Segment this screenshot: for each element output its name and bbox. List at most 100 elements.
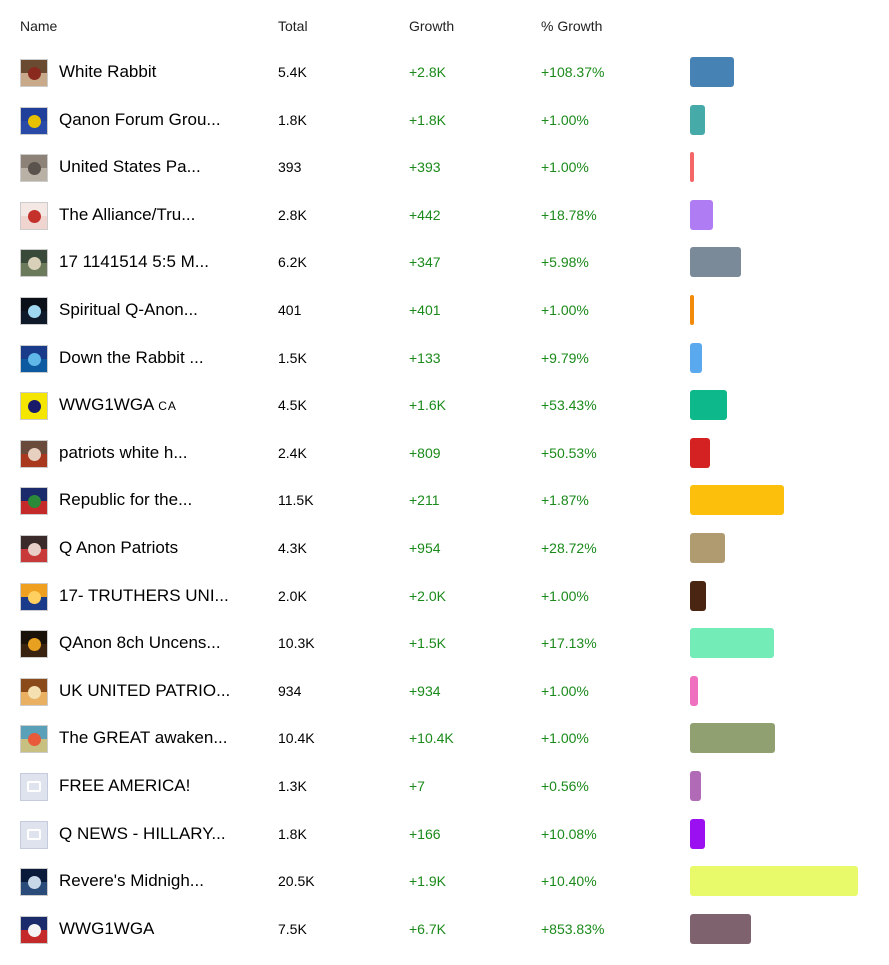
group-avatar[interactable]	[20, 868, 48, 896]
group-avatar[interactable]	[20, 916, 48, 944]
table-row[interactable]: Revere's Midnigh... 20.5K +1.9K +10.40%	[0, 866, 889, 915]
group-name-link[interactable]: FREE AMERICA!	[59, 776, 190, 796]
group-avatar[interactable]	[20, 535, 48, 563]
group-name-text: 17 1141514 5:5 M...	[59, 252, 209, 271]
table-row[interactable]: The GREAT awaken... 10.4K +10.4K +1.00%	[0, 723, 889, 772]
group-name-link[interactable]: United States Pa...	[59, 157, 201, 177]
group-avatar[interactable]	[20, 630, 48, 658]
group-avatar[interactable]	[20, 678, 48, 706]
group-name-text: Q Anon Patriots	[59, 538, 179, 557]
group-name-link[interactable]: UK UNITED PATRIO...	[59, 681, 230, 701]
group-avatar[interactable]	[20, 107, 48, 135]
group-avatar[interactable]	[20, 59, 48, 87]
group-name-link[interactable]: 17- TRUTHERS UNI...	[59, 586, 229, 606]
table-row[interactable]: Q NEWS - HILLARY... 1.8K +166 +10.08%	[0, 819, 889, 868]
group-avatar[interactable]	[20, 725, 48, 753]
table-row[interactable]: 17- TRUTHERS UNI... 2.0K +2.0K +1.00%	[0, 581, 889, 630]
group-avatar[interactable]	[20, 297, 48, 325]
group-avatar[interactable]	[20, 154, 48, 182]
total-bar	[690, 628, 774, 658]
group-name-link[interactable]: Revere's Midnigh...	[59, 871, 204, 891]
table-row[interactable]: Spiritual Q-Anon... 401 +401 +1.00%	[0, 295, 889, 344]
total-value: 2.4K	[278, 445, 307, 461]
avatar-shade	[27, 542, 41, 556]
group-name-text: The Alliance/Tru...	[59, 205, 196, 224]
total-bar	[690, 57, 734, 87]
table-row[interactable]: UK UNITED PATRIO... 934 +934 +1.00%	[0, 676, 889, 725]
group-name-link[interactable]: Down the Rabbit ...	[59, 348, 204, 368]
group-name-link[interactable]: QAnon 8ch Uncens...	[59, 633, 221, 653]
group-avatar[interactable]	[20, 345, 48, 373]
group-name-link[interactable]: The Alliance/Tru...	[59, 205, 195, 225]
total-bar	[690, 343, 702, 373]
total-value: 1.5K	[278, 350, 307, 366]
table-row[interactable]: 17 1141514 5:5 M... 6.2K +347 +5.98%	[0, 247, 889, 296]
group-name-link[interactable]: 17 1141514 5:5 M...	[59, 252, 209, 272]
total-bar	[690, 485, 784, 515]
table-row[interactable]: patriots white h... 2.4K +809 +50.53%	[0, 438, 889, 487]
avatar-shade	[21, 406, 47, 419]
group-name-link[interactable]: White Rabbit	[59, 62, 156, 82]
total-bar	[690, 105, 705, 135]
total-value: 2.8K	[278, 207, 307, 223]
avatar-shade	[21, 359, 47, 372]
column-header-total[interactable]: Total	[278, 18, 308, 34]
pct-growth-value: +5.98%	[541, 254, 589, 270]
growth-value: +954	[409, 540, 441, 556]
avatar-shade	[27, 256, 41, 270]
total-value: 1.8K	[278, 112, 307, 128]
table-row[interactable]: Q Anon Patriots 4.3K +954 +28.72%	[0, 533, 889, 582]
avatar-shade	[21, 739, 47, 752]
group-name-link[interactable]: WWG1WGA CA	[59, 395, 177, 415]
growth-value: +1.8K	[409, 112, 446, 128]
group-placeholder-avatar[interactable]	[20, 821, 48, 849]
growth-value: +442	[409, 207, 441, 223]
table-row[interactable]: United States Pa... 393 +393 +1.00%	[0, 152, 889, 201]
table-row[interactable]: Down the Rabbit ... 1.5K +133 +9.79%	[0, 343, 889, 392]
group-avatar[interactable]	[20, 583, 48, 611]
group-name-link[interactable]: WWG1WGA	[59, 919, 154, 939]
table-row[interactable]: White Rabbit 5.4K +2.8K +108.37%	[0, 57, 889, 106]
table-row[interactable]: FREE AMERICA! 1.3K +7 +0.56%	[0, 771, 889, 820]
table-row[interactable]: WWG1WGA 7.5K +6.7K +853.83%	[0, 914, 889, 963]
group-name-text: Spiritual Q-Anon...	[59, 300, 198, 319]
pct-growth-value: +108.37%	[541, 64, 605, 80]
group-name-link[interactable]: Q NEWS - HILLARY...	[59, 824, 226, 844]
growth-value: +6.7K	[409, 921, 446, 937]
group-avatar[interactable]	[20, 249, 48, 277]
avatar-shade	[21, 216, 47, 229]
group-name-link[interactable]: The GREAT awaken...	[59, 728, 228, 748]
group-avatar[interactable]	[20, 440, 48, 468]
growth-value: +2.8K	[409, 64, 446, 80]
avatar-shade	[21, 121, 47, 134]
table-row[interactable]: The Alliance/Tru... 2.8K +442 +18.78%	[0, 200, 889, 249]
total-bar	[690, 200, 713, 230]
group-placeholder-avatar[interactable]	[20, 773, 48, 801]
avatar-shade	[27, 590, 41, 604]
group-avatar[interactable]	[20, 202, 48, 230]
total-bar	[690, 723, 775, 753]
group-avatar[interactable]	[20, 487, 48, 515]
column-header-pct-growth[interactable]: % Growth	[541, 18, 603, 34]
avatar-shade	[27, 209, 41, 223]
group-avatar[interactable]	[20, 392, 48, 420]
group-name-text: patriots white h...	[59, 443, 188, 462]
group-name-link[interactable]: Spiritual Q-Anon...	[59, 300, 198, 320]
group-name-link[interactable]: patriots white h...	[59, 443, 188, 463]
group-name-link[interactable]: Qanon Forum Grou...	[59, 110, 221, 130]
group-name-link[interactable]: Republic for the...	[59, 490, 192, 510]
column-header-growth[interactable]: Growth	[409, 18, 455, 34]
table-row[interactable]: Republic for the... 11.5K +211 +1.87%	[0, 485, 889, 534]
group-name-link[interactable]: Q Anon Patriots	[59, 538, 178, 558]
group-name-text: QAnon 8ch Uncens...	[59, 633, 221, 652]
table-row[interactable]: WWG1WGA CA 4.5K +1.6K +53.43%	[0, 390, 889, 439]
group-name-text: Republic for the...	[59, 490, 193, 509]
total-value: 934	[278, 683, 302, 699]
total-value: 1.3K	[278, 778, 307, 794]
table-row[interactable]: Qanon Forum Grou... 1.8K +1.8K +1.00%	[0, 105, 889, 154]
column-header-name[interactable]: Name	[20, 18, 58, 34]
total-bar	[690, 438, 710, 468]
group-name-text: FREE AMERICA!	[59, 776, 191, 795]
table-row[interactable]: QAnon 8ch Uncens... 10.3K +1.5K +17.13%	[0, 628, 889, 677]
total-value: 393	[278, 159, 302, 175]
